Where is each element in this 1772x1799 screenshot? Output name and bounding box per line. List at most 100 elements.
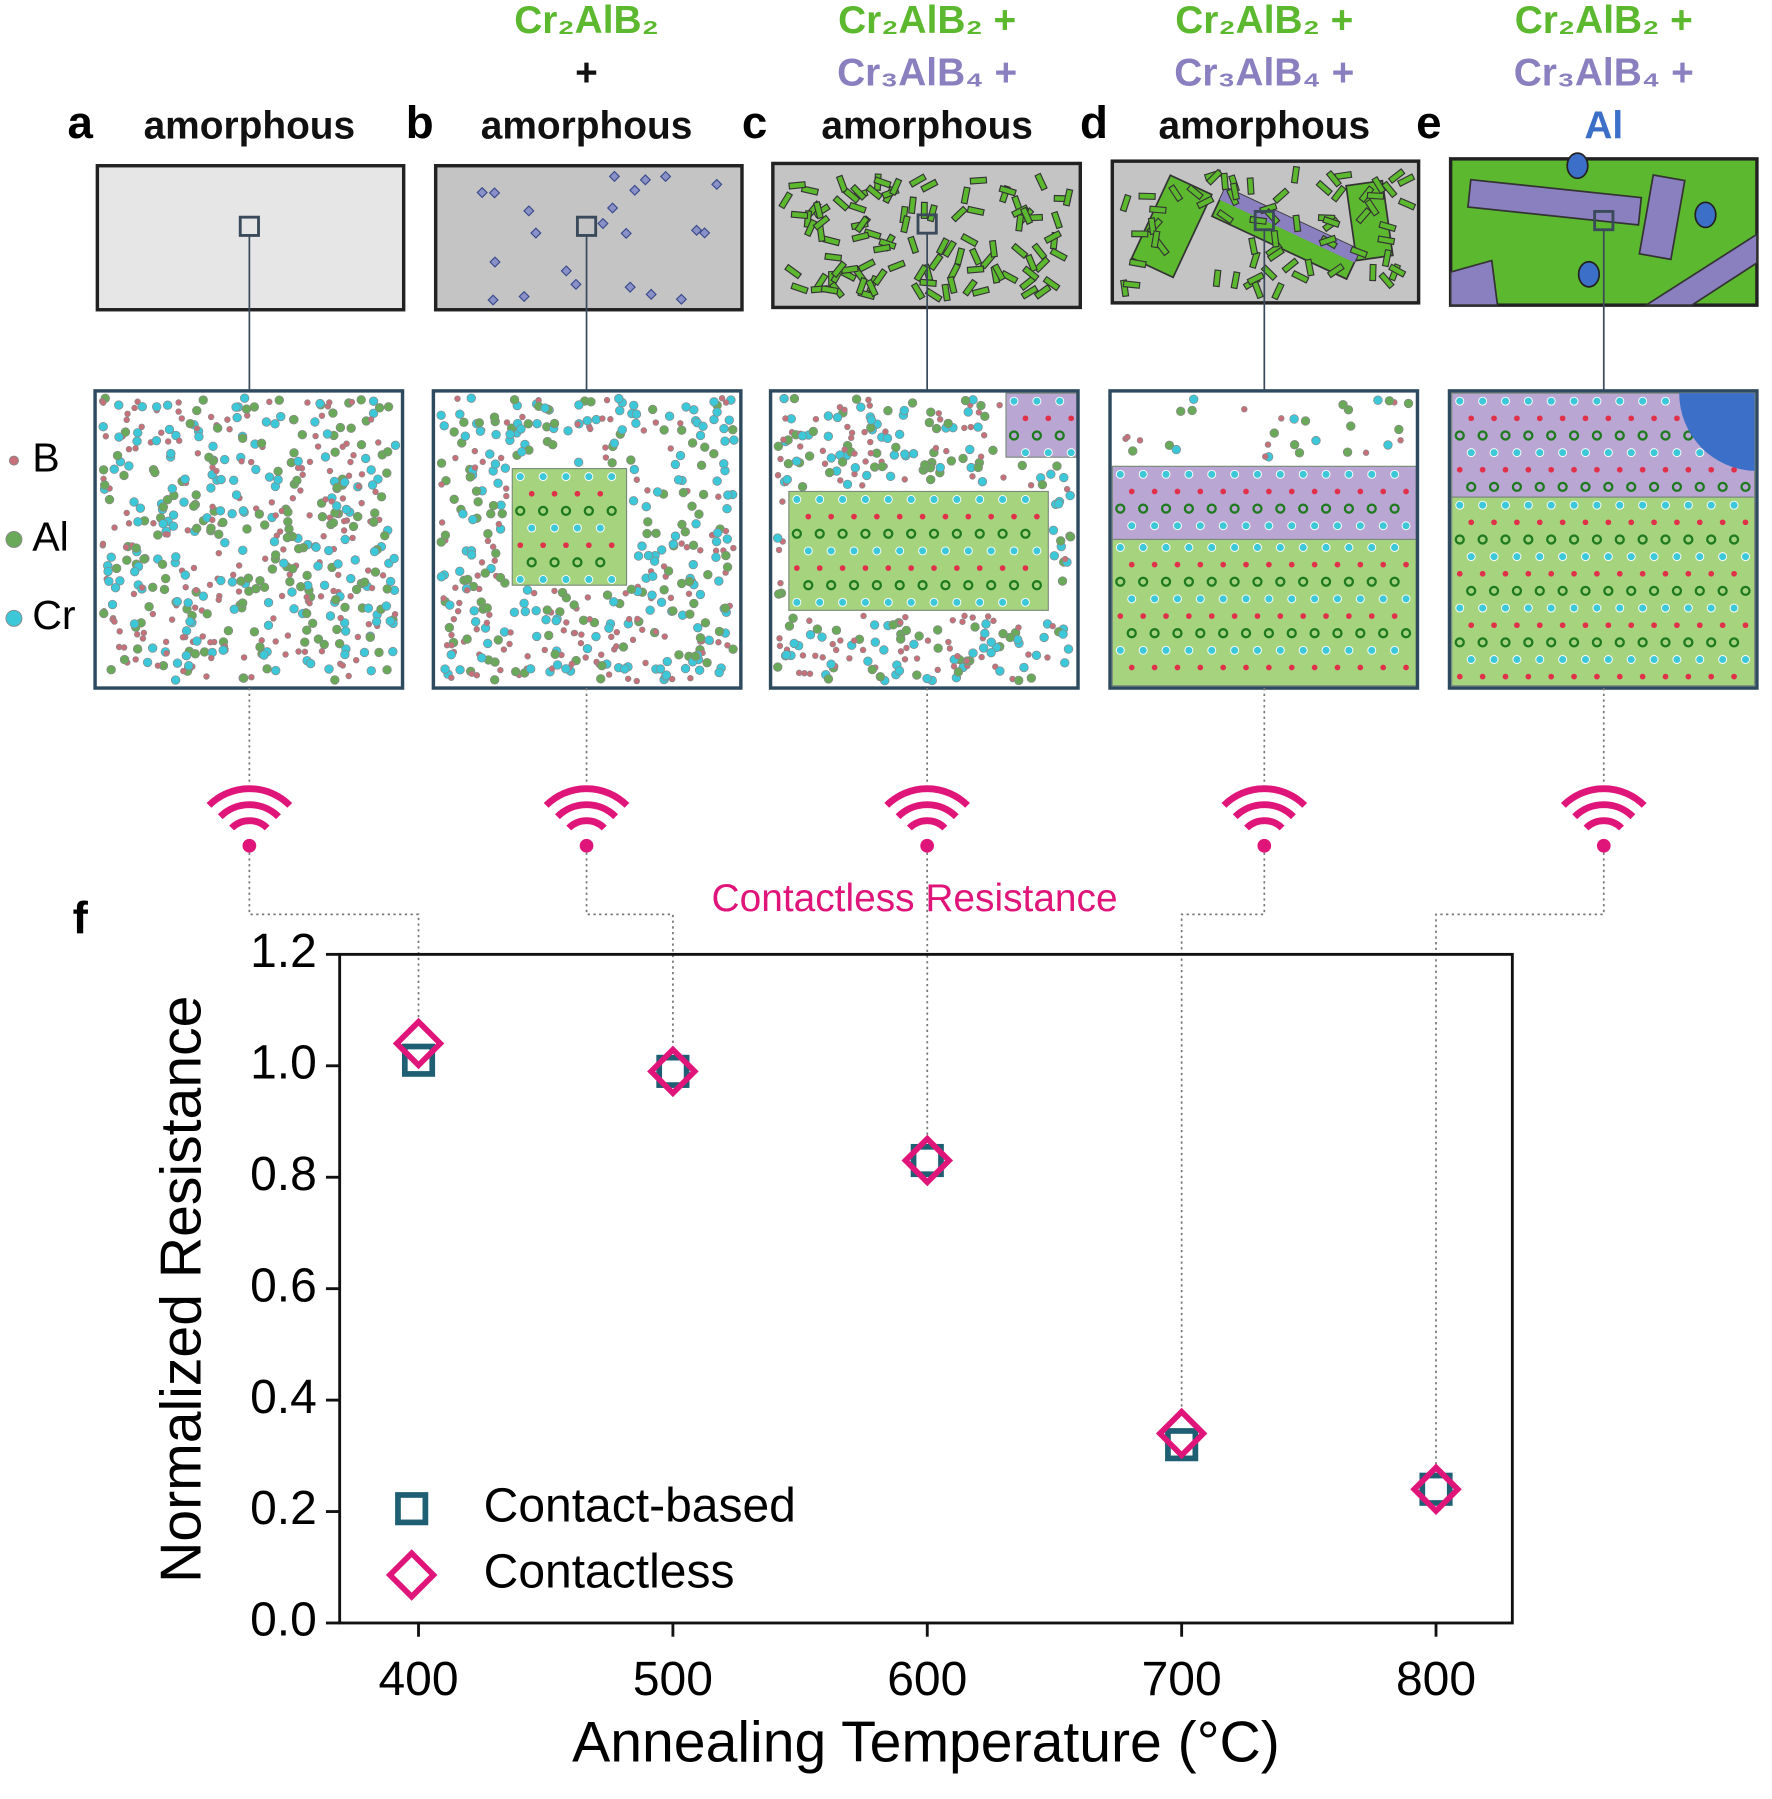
atom	[577, 639, 585, 647]
atom	[158, 429, 165, 436]
atom	[943, 447, 950, 455]
atom	[198, 591, 208, 601]
grain	[887, 259, 906, 273]
atom-cr	[1241, 594, 1251, 604]
atom	[130, 590, 138, 598]
al-grain	[1577, 260, 1601, 288]
atom	[664, 411, 675, 421]
atom	[125, 446, 133, 453]
crystal	[1111, 538, 1417, 687]
atom	[489, 675, 500, 685]
atom	[505, 429, 515, 439]
atom	[190, 564, 198, 572]
atom	[120, 644, 128, 651]
atom	[1027, 482, 1035, 489]
atom-al	[1706, 637, 1717, 648]
atom	[617, 425, 627, 435]
atom-b	[1174, 488, 1181, 495]
grain	[946, 275, 958, 295]
atom-b	[1571, 466, 1577, 473]
atom	[629, 636, 637, 644]
atom-cr	[1127, 521, 1137, 531]
atom-b	[1068, 415, 1075, 422]
atom	[980, 432, 988, 439]
atom	[102, 433, 110, 440]
atom	[685, 590, 693, 597]
atom-b	[1231, 613, 1238, 619]
atom-b	[828, 513, 834, 520]
atom	[587, 425, 594, 433]
grain	[1021, 265, 1040, 282]
atom	[714, 626, 725, 637]
atom-al	[1660, 430, 1671, 441]
atom	[690, 651, 701, 661]
atom	[470, 617, 481, 627]
grain	[790, 282, 809, 295]
atom	[1189, 394, 1199, 404]
atom	[367, 480, 378, 490]
atom-cr	[1512, 448, 1522, 458]
atom	[356, 395, 366, 405]
atom	[541, 646, 548, 654]
grain	[1024, 253, 1038, 273]
grain	[1246, 177, 1255, 195]
panel-letter: d	[1080, 97, 1108, 148]
atom	[808, 426, 818, 437]
atom	[263, 597, 274, 608]
atom	[661, 670, 672, 680]
atom	[372, 488, 379, 496]
atom	[98, 465, 109, 475]
atom	[131, 404, 138, 412]
atom	[204, 452, 214, 462]
atom	[181, 650, 192, 661]
atom-al	[1183, 503, 1195, 514]
atom-cr	[1603, 448, 1613, 458]
atom	[603, 396, 611, 404]
atom-al	[1580, 585, 1591, 597]
grain	[518, 290, 530, 303]
atom	[486, 509, 496, 519]
atom-al	[848, 580, 860, 591]
atom-cr	[1207, 543, 1217, 552]
atom	[1049, 551, 1060, 561]
atom-al	[583, 505, 594, 517]
atom	[832, 646, 840, 654]
atom-al	[1500, 637, 1511, 648]
atom	[1026, 673, 1037, 683]
atom-al	[549, 557, 560, 568]
atom	[158, 502, 169, 512]
atom-b	[1662, 466, 1669, 473]
atom-al	[1591, 637, 1603, 648]
atom	[517, 447, 527, 457]
atom	[163, 650, 170, 657]
atom-al	[1206, 503, 1217, 514]
atom-cr	[1310, 594, 1320, 604]
atom	[867, 664, 877, 675]
atom	[696, 460, 707, 471]
atom	[262, 664, 272, 674]
atom	[162, 638, 170, 646]
atom-cr	[1626, 552, 1636, 562]
atom-cr	[1355, 594, 1365, 604]
marker-square	[401, 1043, 436, 1077]
atom	[483, 619, 491, 627]
atom	[709, 449, 719, 459]
atom	[891, 442, 901, 453]
atom	[295, 648, 302, 655]
atom	[882, 433, 893, 444]
atom	[902, 613, 909, 621]
atom	[488, 500, 499, 511]
grain	[639, 174, 652, 186]
atom	[380, 531, 390, 541]
legend-atom-label: Cr	[32, 592, 76, 638]
atom	[385, 616, 395, 626]
atom-cr	[1729, 603, 1739, 613]
atom-b	[1674, 622, 1680, 629]
atom-cr	[561, 472, 571, 482]
atom	[901, 476, 908, 483]
atom	[130, 566, 140, 577]
atom	[383, 402, 394, 412]
grain	[790, 210, 809, 220]
atom	[728, 644, 738, 654]
atom	[723, 490, 733, 500]
